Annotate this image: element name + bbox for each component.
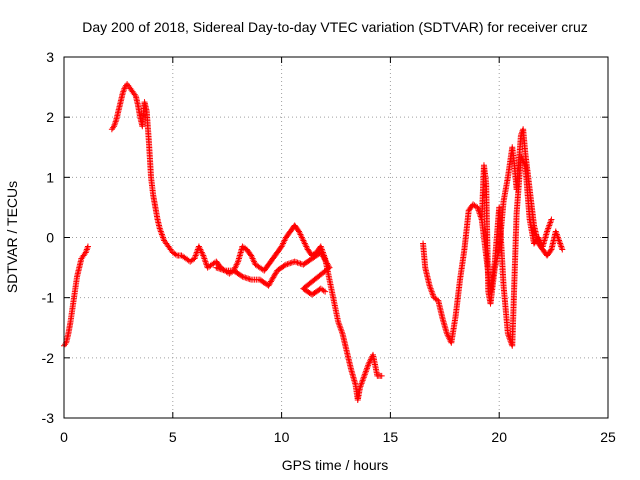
y-tick-label: -3 xyxy=(42,410,55,426)
chart-title: Day 200 of 2018, Sidereal Day-to-day VTE… xyxy=(82,19,588,35)
data-point xyxy=(296,260,303,267)
data-point xyxy=(284,261,291,268)
data-point xyxy=(217,266,224,273)
data-point xyxy=(548,216,555,223)
y-tick-labels: -3 -2 -1 0 1 2 3 xyxy=(42,49,55,426)
data-point xyxy=(559,246,566,253)
data-point xyxy=(213,264,220,271)
data-point xyxy=(294,259,301,266)
data-point xyxy=(378,372,385,379)
data-point xyxy=(245,275,252,282)
data-point xyxy=(240,274,247,281)
series-segment-2b xyxy=(213,249,333,298)
series-segment-1 xyxy=(61,243,91,349)
x-tick-label: 20 xyxy=(491,429,507,445)
y-tick-label: 3 xyxy=(46,49,54,65)
x-tick-label: 15 xyxy=(383,429,399,445)
y-tick-label: 0 xyxy=(46,230,54,246)
series-segment-2 xyxy=(108,81,385,403)
data-point xyxy=(288,259,295,266)
data-point xyxy=(238,272,245,279)
data-point xyxy=(287,260,294,267)
x-tick-label: 10 xyxy=(274,429,290,445)
data-point xyxy=(84,243,91,250)
axis-ticks xyxy=(63,56,609,419)
y-axis-label: SDTVAR / TECUs xyxy=(4,181,20,293)
y-tick-label: -2 xyxy=(42,350,55,366)
x-tick-label: 0 xyxy=(60,429,68,445)
series-segment-3 xyxy=(420,126,566,346)
x-tick-labels: 0 5 10 15 20 25 xyxy=(60,429,616,445)
y-tick-label: 1 xyxy=(46,169,54,185)
x-tick-label: 5 xyxy=(169,429,177,445)
x-axis-label: GPS time / hours xyxy=(282,457,389,473)
y-tick-label: -1 xyxy=(42,290,55,306)
data-point xyxy=(243,275,250,282)
data-point xyxy=(239,273,246,280)
y-tick-label: 2 xyxy=(46,109,54,125)
data-point xyxy=(285,260,292,267)
data-point xyxy=(322,288,329,295)
data-point xyxy=(220,267,227,274)
data-point xyxy=(547,247,554,254)
data-point xyxy=(242,274,249,281)
data-point xyxy=(291,258,298,265)
data-point xyxy=(320,287,327,294)
data-point xyxy=(246,276,253,283)
data-point xyxy=(282,261,289,268)
data-point xyxy=(293,259,300,266)
data-points xyxy=(61,81,566,403)
data-point xyxy=(281,262,288,269)
data-point xyxy=(172,251,179,258)
series-segment-3b xyxy=(478,153,555,349)
data-point xyxy=(214,265,221,272)
data-point xyxy=(216,265,223,272)
data-point xyxy=(219,266,226,273)
x-tick-label: 25 xyxy=(600,429,616,445)
